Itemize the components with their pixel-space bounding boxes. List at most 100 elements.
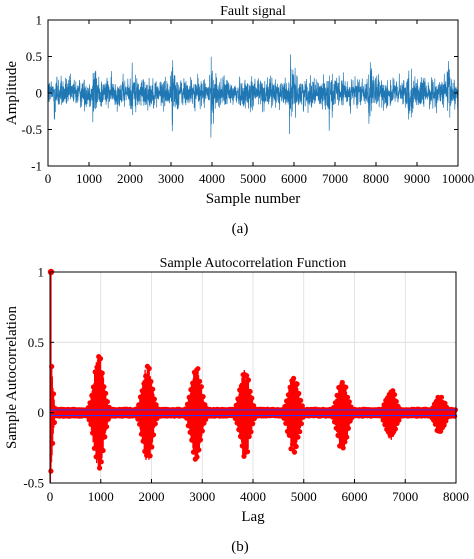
acf-marker	[344, 394, 351, 400]
y-axis-label: Amplitude	[4, 61, 20, 126]
chart-fault-signal: 0 1000 2000 3000 4000 5000 6000 7000 8000 9000 100…	[4, 4, 474, 237]
acf-marker	[246, 433, 252, 440]
acf-marker	[296, 390, 302, 397]
acf-marker	[393, 398, 399, 405]
acf-marker	[142, 448, 148, 454]
acf-marker	[197, 378, 203, 384]
x-tick-label: 6000	[281, 171, 307, 186]
x-tick-label: 9000	[404, 171, 430, 186]
acf-marker	[250, 421, 256, 427]
acf-marker	[248, 429, 254, 435]
acf-marker	[333, 425, 339, 431]
x-tick-label: 1000	[88, 489, 114, 504]
acf-marker	[137, 421, 143, 427]
y-tick-label: 1	[36, 13, 43, 28]
acf-marker	[298, 421, 304, 427]
x-tick-label: 3000	[158, 171, 184, 186]
acf-marker	[198, 384, 204, 390]
acf-marker	[150, 432, 157, 438]
acf-marker	[148, 378, 154, 385]
acf-marker	[138, 431, 144, 437]
acf-marker	[104, 399, 110, 405]
x-tick-label: 8000	[443, 489, 469, 504]
acf-marker	[379, 406, 385, 412]
acf-marker	[298, 397, 304, 404]
acf-marker	[234, 420, 240, 426]
acf-marker	[97, 356, 104, 362]
y-tick-label: 0	[38, 405, 45, 420]
acf-marker	[332, 400, 338, 406]
acf-marker	[380, 417, 386, 423]
acf-marker	[245, 377, 251, 383]
acf-marker	[291, 449, 298, 455]
acf-marker	[390, 388, 396, 394]
acf-marker	[85, 405, 91, 411]
acf-marker	[149, 444, 155, 450]
acf-marker	[442, 400, 448, 406]
caption: (a)	[232, 221, 249, 237]
acf-marker	[97, 465, 103, 471]
acf-marker	[236, 427, 242, 433]
acf-marker	[438, 394, 445, 400]
acf-marker	[339, 379, 345, 386]
acf-marker	[50, 440, 56, 446]
acf-marker	[293, 443, 299, 450]
acf-marker	[136, 402, 142, 408]
acf-marker	[92, 369, 98, 375]
acf-marker	[139, 388, 145, 394]
x-tick-label: 4000	[240, 489, 266, 504]
acf-marker	[95, 454, 101, 460]
acf-marker	[197, 437, 204, 443]
chart-autocorrelation: 0 1000 2000 3000 4000 5000 6000 7000 8000-0.500.…	[4, 256, 469, 555]
acf-marker	[237, 387, 243, 393]
x-axis-label: Sample number	[206, 191, 301, 207]
acf-marker	[195, 366, 201, 372]
acf-marker	[288, 446, 294, 452]
acf-marker	[287, 384, 293, 390]
acf-marker	[104, 424, 110, 430]
acf-marker	[135, 416, 141, 422]
x-tick-label: 7000	[392, 489, 418, 504]
acf-marker	[146, 365, 152, 372]
acf-marker	[98, 459, 104, 465]
acf-marker	[432, 421, 438, 427]
acf-marker	[190, 380, 196, 386]
x-tick-label: 0	[47, 489, 54, 504]
x-tick-label: 2000	[117, 171, 143, 186]
acf-marker	[183, 406, 189, 412]
acf-marker	[331, 419, 338, 425]
acf-marker	[441, 422, 447, 428]
x-tick-label: 2000	[139, 489, 165, 504]
x-tick-label: 6000	[342, 489, 368, 504]
acf-marker	[137, 394, 144, 400]
acf-marker	[187, 429, 193, 435]
y-tick-label: 0.5	[26, 49, 42, 64]
acf-marker	[232, 415, 238, 422]
y-tick-label: -1	[31, 159, 42, 174]
acf-marker	[286, 432, 292, 438]
x-axis-label: Lag	[241, 509, 265, 525]
y-tick-label: 0.5	[28, 335, 44, 350]
acf-marker	[294, 381, 300, 387]
acf-marker	[87, 400, 93, 406]
y-tick-label: 1	[38, 265, 45, 280]
acf-marker	[200, 394, 206, 400]
acf-marker	[184, 401, 191, 407]
acf-marker	[143, 373, 149, 379]
acf-marker	[94, 364, 100, 370]
acf-marker	[247, 388, 253, 395]
acf-marker	[186, 394, 192, 400]
acf-marker	[147, 453, 153, 459]
y-tick-label: -0.5	[21, 122, 42, 137]
acf-marker	[381, 402, 387, 408]
x-tick-label: 7000	[322, 171, 348, 186]
acf-marker	[281, 415, 287, 421]
acf-marker	[237, 433, 244, 439]
acf-marker	[238, 383, 244, 389]
acf-marker	[346, 399, 352, 405]
acf-marker	[283, 420, 289, 426]
acf-marker	[392, 426, 398, 432]
acf-marker	[199, 428, 205, 434]
acf-marker	[141, 381, 147, 387]
